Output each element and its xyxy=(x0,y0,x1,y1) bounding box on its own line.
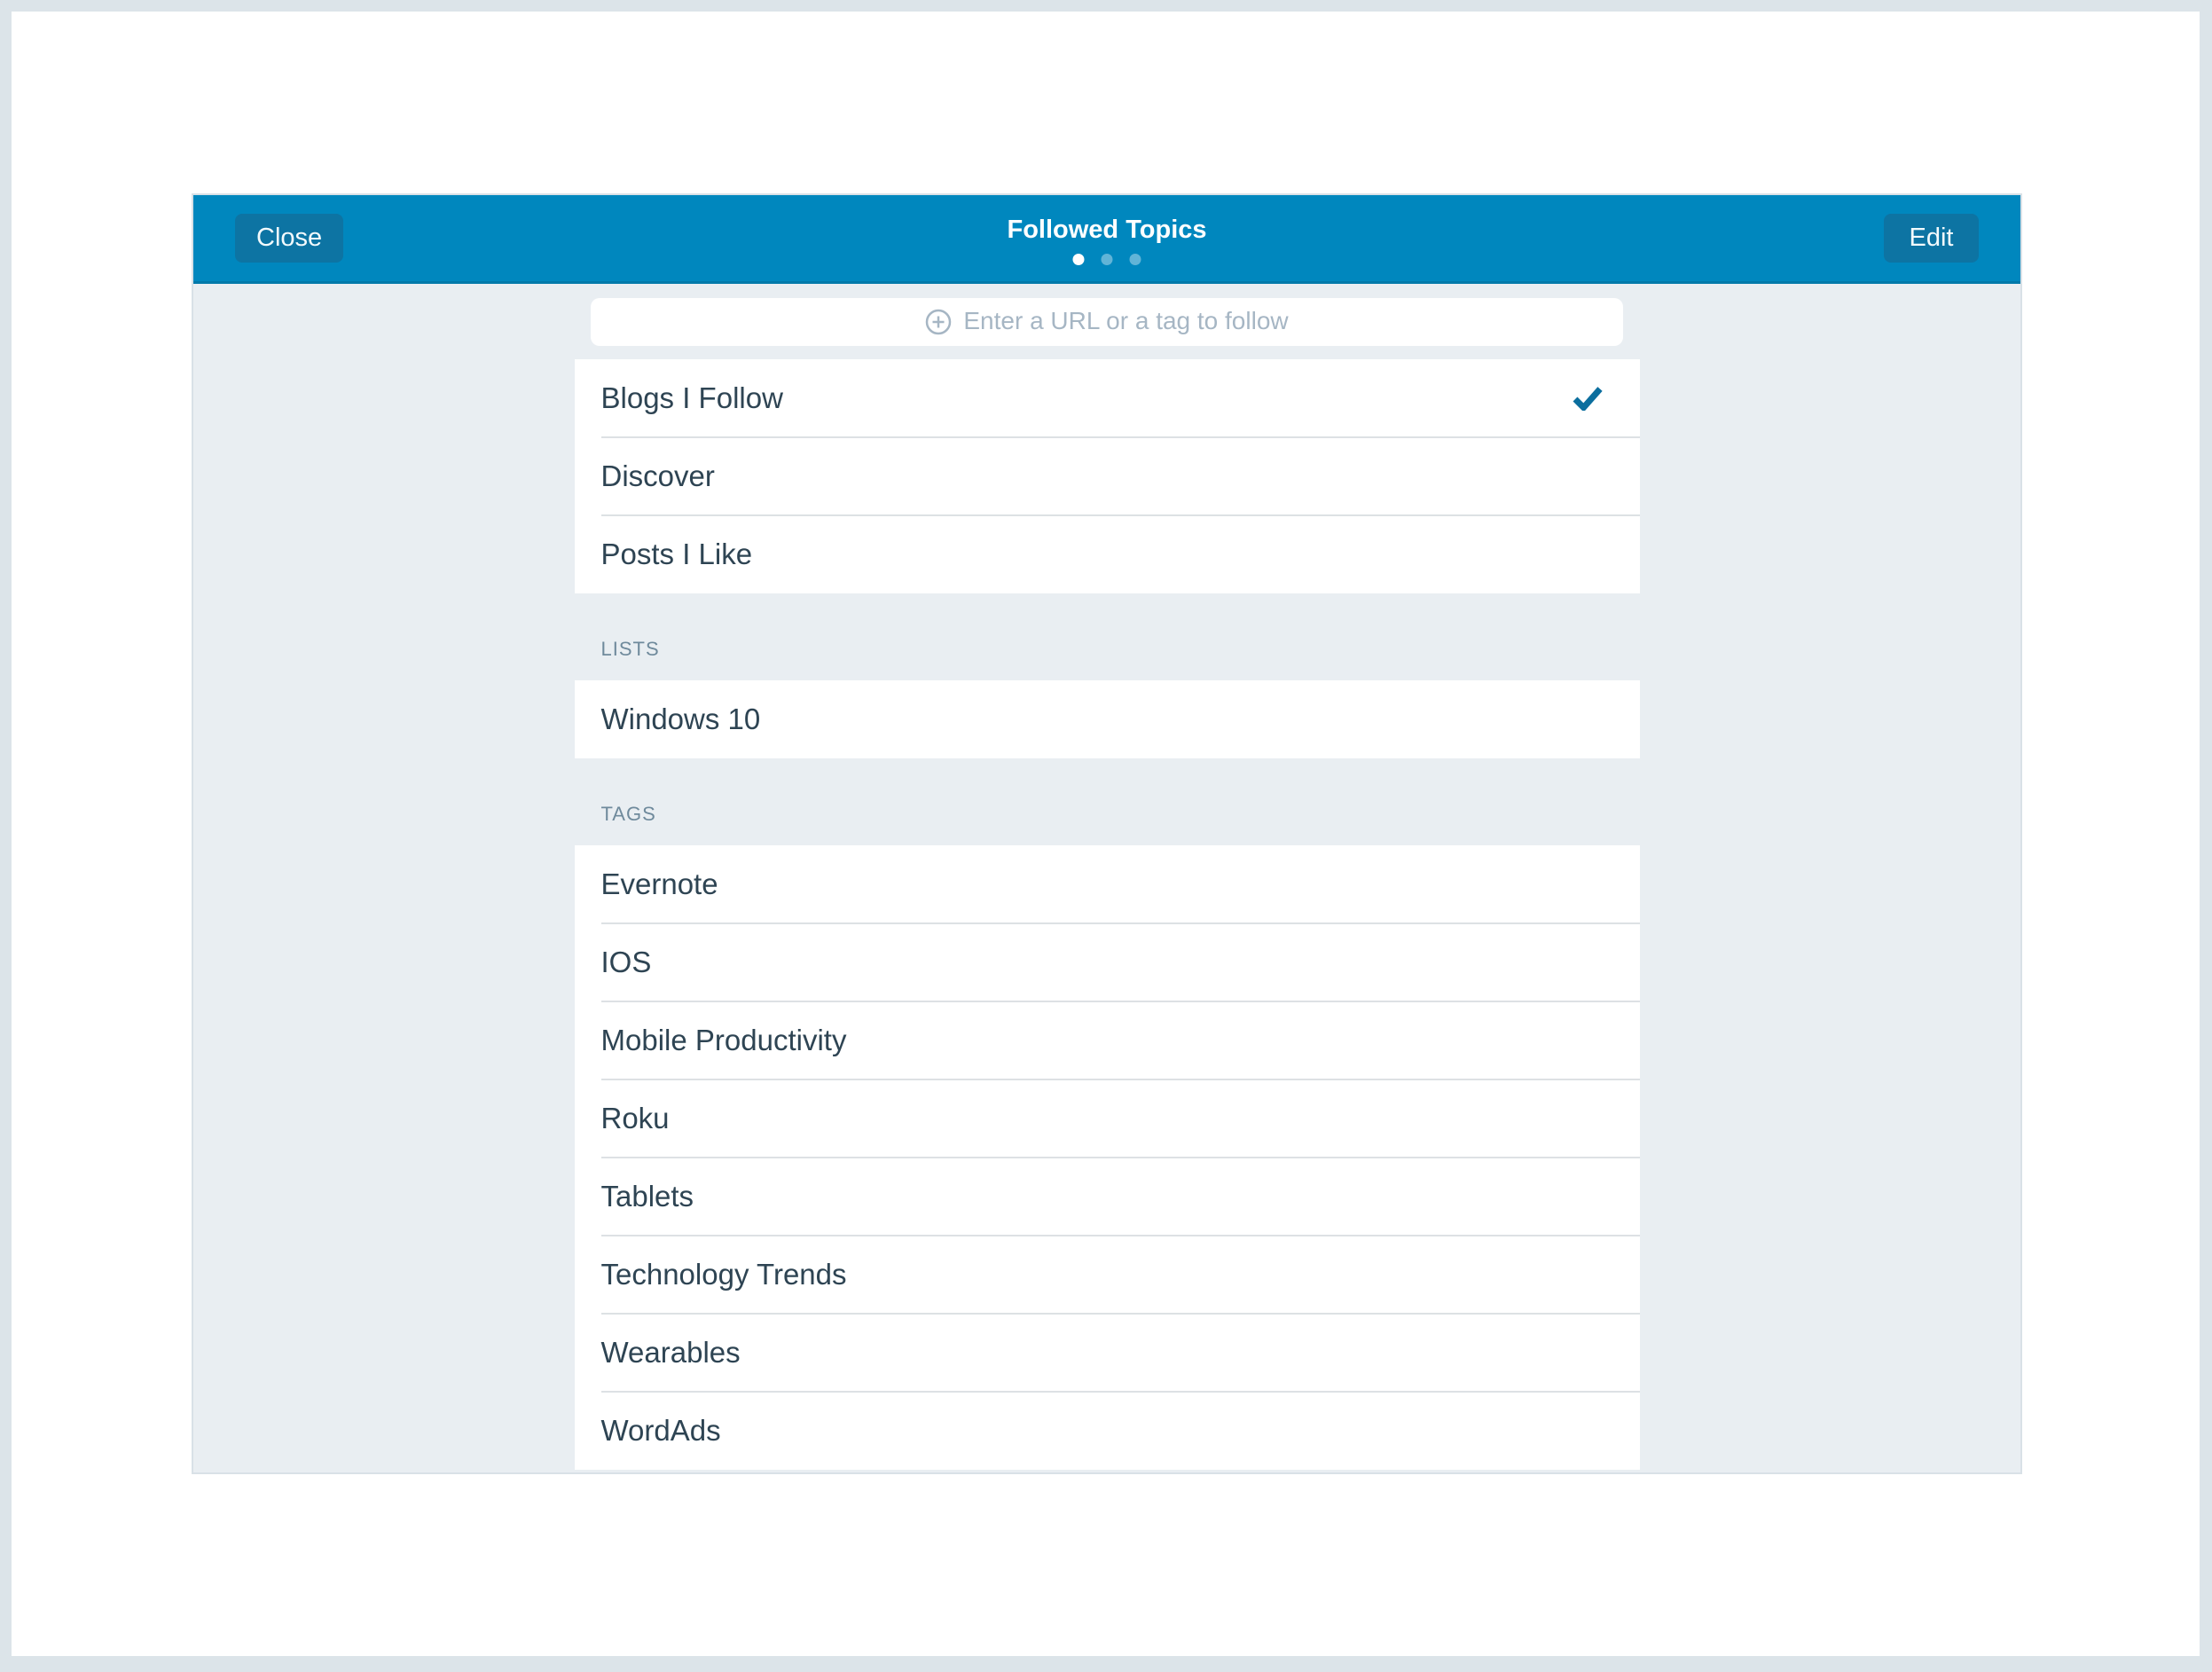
sections-container: LISTS Windows 10 TAGS Evernote IOS Mobil… xyxy=(193,593,2020,1470)
list-row[interactable]: Blogs I Follow xyxy=(575,359,1640,437)
row-label: Roku xyxy=(600,1102,670,1134)
page-dot xyxy=(1072,253,1085,265)
edit-button[interactable]: Edit xyxy=(1884,214,1979,263)
modal-title: Followed Topics xyxy=(1007,215,1207,244)
row-label: Posts I Like xyxy=(600,538,753,570)
follow-url-input[interactable]: Enter a URL or a tag to follow xyxy=(591,298,1623,346)
list-row[interactable]: Tablets xyxy=(575,1157,1640,1236)
row-label: Mobile Productivity xyxy=(600,1024,847,1056)
page-indicator xyxy=(1072,253,1141,265)
row-label: Tablets xyxy=(600,1180,694,1213)
close-button[interactable]: Close xyxy=(235,214,344,263)
list-row[interactable]: Discover xyxy=(575,436,1640,515)
list-row[interactable]: Evernote xyxy=(575,845,1640,923)
plus-circle-icon xyxy=(925,309,952,335)
row-label: Discover xyxy=(600,459,715,492)
list-row[interactable]: Technology Trends xyxy=(575,1235,1640,1314)
list-row[interactable]: Roku xyxy=(575,1079,1640,1158)
row-label: Blogs I Follow xyxy=(600,381,783,414)
list-row[interactable]: Windows 10 xyxy=(575,680,1640,758)
checkmark-icon xyxy=(1573,387,1603,411)
row-label: Technology Trends xyxy=(600,1258,847,1291)
list-row[interactable]: IOS xyxy=(575,922,1640,1001)
reader-streams-list: Blogs I Follow Discover Posts I Like xyxy=(574,359,1640,593)
row-label: Wearables xyxy=(600,1336,741,1369)
page-dot xyxy=(1101,253,1113,265)
row-label: IOS xyxy=(600,946,652,978)
list-row[interactable]: Posts I Like xyxy=(575,514,1640,593)
modal-title-group: Followed Topics xyxy=(1007,195,1207,281)
section-header: LISTS xyxy=(600,638,660,660)
follow-input-placeholder: Enter a URL or a tag to follow xyxy=(963,307,1289,334)
list-row[interactable]: WordAds xyxy=(575,1391,1640,1470)
row-label: WordAds xyxy=(600,1414,721,1447)
modal-body: Enter a URL or a tag to follow Blogs I F… xyxy=(193,298,2020,1470)
list-row[interactable]: Mobile Productivity xyxy=(575,1001,1640,1079)
section-list: Evernote IOS Mobile Productivity Roku Ta… xyxy=(574,845,1640,1470)
page-dot xyxy=(1129,253,1141,265)
list-row[interactable]: Wearables xyxy=(575,1313,1640,1392)
section-header: TAGS xyxy=(600,803,656,825)
followed-topics-modal: Close Followed Topics Edit Enter a URL o… xyxy=(192,193,2022,1474)
section-list: Windows 10 xyxy=(574,680,1640,758)
row-label: Windows 10 xyxy=(600,703,761,735)
row-label: Evernote xyxy=(600,867,718,900)
modal-header: Close Followed Topics Edit xyxy=(193,195,2020,284)
